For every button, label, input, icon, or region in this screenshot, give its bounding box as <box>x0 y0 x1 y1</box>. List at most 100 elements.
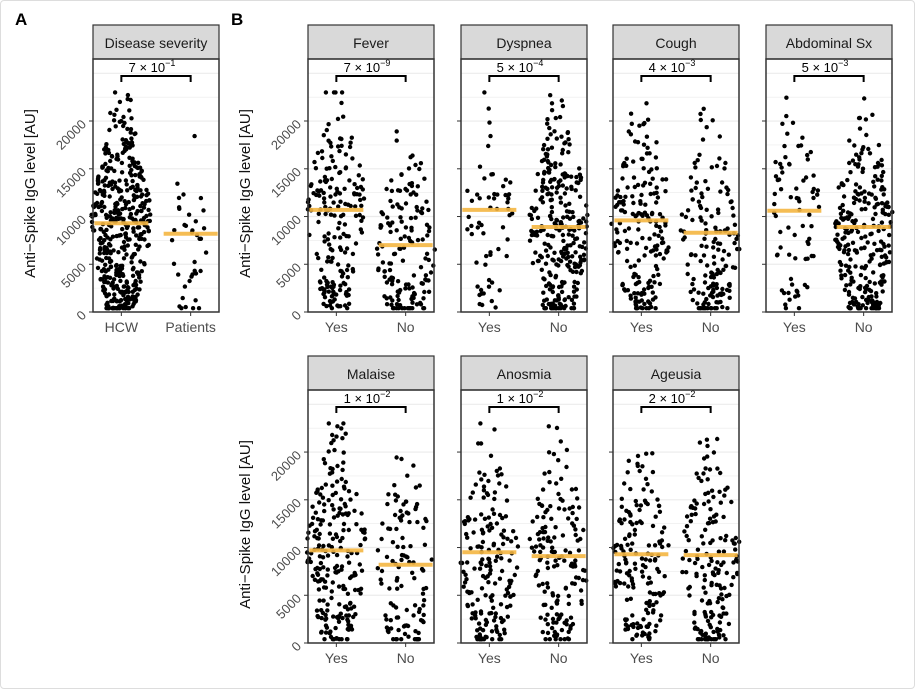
data-point <box>859 246 864 251</box>
data-point <box>341 583 346 589</box>
data-point <box>689 252 694 257</box>
data-point <box>193 219 198 224</box>
data-point <box>800 223 805 229</box>
data-point <box>396 297 401 303</box>
data-point <box>548 213 553 219</box>
data-point <box>548 93 553 98</box>
data-point <box>868 232 873 237</box>
data-point <box>475 628 480 633</box>
data-point <box>541 142 547 148</box>
data-point <box>345 617 350 622</box>
data-point <box>637 279 642 285</box>
data-point <box>628 519 633 525</box>
data-point <box>410 300 415 305</box>
data-point <box>326 449 331 454</box>
data-point <box>660 177 665 182</box>
data-point <box>879 248 884 253</box>
data-point <box>656 233 661 238</box>
data-point <box>562 280 567 285</box>
data-point <box>462 519 468 524</box>
data-point <box>707 622 712 627</box>
data-point <box>503 593 508 598</box>
data-point <box>382 294 387 299</box>
data-point <box>686 538 691 543</box>
data-point <box>484 491 490 496</box>
data-point <box>848 170 853 175</box>
data-point <box>622 287 627 292</box>
data-point <box>379 568 385 574</box>
data-point <box>543 151 548 157</box>
data-point <box>710 294 716 300</box>
data-point <box>687 557 692 563</box>
data-point <box>649 284 654 289</box>
data-point <box>722 493 727 498</box>
data-point <box>639 569 645 574</box>
data-point <box>715 599 720 605</box>
data-point <box>619 496 624 501</box>
data-point <box>111 277 117 282</box>
data-point <box>552 549 557 555</box>
data-point <box>623 561 629 566</box>
data-point <box>874 294 879 299</box>
data-point <box>708 540 713 546</box>
data-point <box>344 293 350 298</box>
data-point <box>545 565 551 571</box>
data-point <box>133 131 138 136</box>
data-point <box>140 192 145 197</box>
y-tick-label: 20000 <box>268 448 304 484</box>
data-point <box>552 129 557 134</box>
data-point <box>323 630 329 635</box>
data-point <box>135 225 141 230</box>
data-point <box>482 516 488 521</box>
data-point <box>402 234 407 239</box>
data-point <box>873 174 878 179</box>
data-point <box>851 200 857 206</box>
data-point <box>124 182 129 187</box>
data-point <box>410 285 415 290</box>
data-point <box>841 250 847 255</box>
facet-strip <box>612 355 740 391</box>
data-point <box>630 541 635 546</box>
data-point <box>708 306 713 311</box>
data-point <box>176 272 181 277</box>
data-point <box>624 258 630 264</box>
data-point <box>337 510 342 516</box>
data-point <box>659 538 665 543</box>
data-point <box>859 191 864 196</box>
data-point <box>119 160 125 166</box>
data-point <box>112 90 118 95</box>
data-point <box>847 138 852 143</box>
data-point <box>337 220 342 226</box>
data-point <box>783 306 789 311</box>
data-point <box>545 630 551 636</box>
data-point <box>878 300 883 306</box>
data-point <box>649 489 654 494</box>
data-point <box>330 536 336 541</box>
data-point <box>881 169 886 175</box>
data-point <box>540 184 545 189</box>
p-value-label: 2 × 10−2 <box>649 389 696 406</box>
data-point <box>483 634 488 639</box>
data-point <box>389 282 395 287</box>
data-point <box>705 618 711 624</box>
data-point <box>701 501 707 507</box>
y-axis-label: Anti−Spike IgG level [AU] <box>22 109 39 278</box>
data-point <box>853 264 858 269</box>
data-point <box>636 211 641 216</box>
data-point <box>541 530 546 535</box>
data-point <box>647 301 653 306</box>
data-point <box>389 178 394 183</box>
data-point <box>426 257 431 263</box>
data-point <box>577 166 582 171</box>
data-point <box>477 164 483 169</box>
data-point <box>490 637 495 642</box>
data-point <box>325 237 331 242</box>
data-point <box>878 280 883 286</box>
data-point <box>624 238 629 244</box>
data-point <box>327 531 333 536</box>
data-point <box>133 242 138 247</box>
data-point <box>342 501 347 507</box>
data-point <box>134 194 140 199</box>
data-point <box>94 200 100 206</box>
data-point <box>384 302 390 307</box>
